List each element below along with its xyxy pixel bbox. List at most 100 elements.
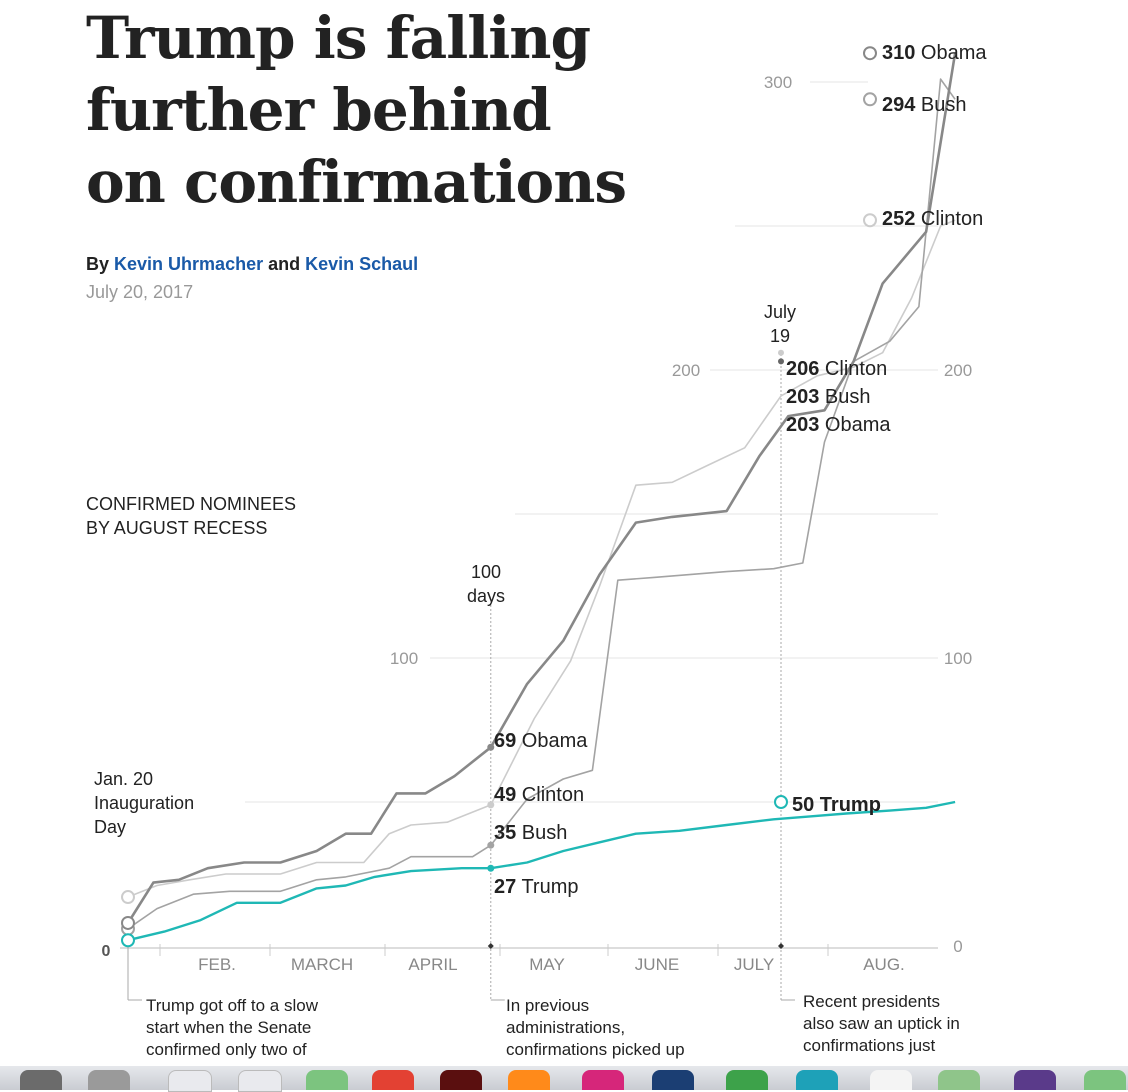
value-label-end-bush: 294 Bush bbox=[882, 94, 967, 116]
headline: Trump is falling further behind on confi… bbox=[86, 4, 627, 216]
point-july-19-obama bbox=[778, 358, 784, 365]
end-point-trump bbox=[774, 795, 788, 809]
annotation-line: also saw an uptick in bbox=[803, 1014, 960, 1033]
excel-app-icon[interactable] bbox=[726, 1070, 768, 1090]
byline-prefix: By bbox=[86, 254, 110, 274]
value-label-100-days-clinton: 49 Clinton bbox=[494, 784, 584, 806]
point-100-days-trump bbox=[487, 864, 495, 872]
byline: By Kevin Uhrmacher and Kevin Schaul bbox=[86, 254, 418, 275]
maps-app-icon[interactable] bbox=[938, 1070, 980, 1090]
series-line-obama bbox=[126, 52, 957, 924]
value-label-name: Trump bbox=[516, 876, 578, 898]
annotation-recent-presidents: Recent presidents also saw an uptick in … bbox=[803, 991, 960, 1057]
chart-title-line: BY AUGUST RECESS bbox=[86, 518, 268, 538]
annotation-line: Trump got off to a slow bbox=[146, 996, 318, 1015]
annotation-line: confirmed only two of bbox=[146, 1040, 307, 1059]
value-label-number: 203 bbox=[786, 386, 819, 408]
value-label-end-clinton: 252 Clinton bbox=[882, 208, 983, 230]
value-label-name: Bush bbox=[819, 386, 870, 408]
series-line-trump bbox=[127, 800, 956, 942]
x-tick-label: AUG. bbox=[863, 955, 905, 974]
publish-date: July 20, 2017 bbox=[86, 282, 194, 302]
author-link-schaul[interactable]: Kevin Schaul bbox=[305, 254, 419, 274]
point-100-days-bush bbox=[487, 841, 495, 849]
marker-label: 100 bbox=[471, 562, 501, 582]
chart-title: CONFIRMED NOMINEES BY AUGUST RECESS bbox=[86, 492, 296, 540]
value-label-july-19-obama: 203 Obama bbox=[786, 414, 891, 436]
series-line-clinton bbox=[127, 219, 956, 898]
y-tick-label-left: 200 bbox=[672, 361, 700, 380]
tweetdeck-app-icon[interactable] bbox=[796, 1070, 838, 1090]
y-tick-label-left: 300 bbox=[764, 73, 792, 92]
value-label-100-days-obama: 69 Obama bbox=[494, 730, 588, 752]
value-label-name: Clinton bbox=[915, 208, 983, 230]
annotation-previous-administrations: In previous administrations, confirmatio… bbox=[506, 995, 685, 1061]
leaf-app-icon[interactable] bbox=[306, 1070, 348, 1090]
point-100-days-clinton bbox=[487, 801, 495, 809]
x-tick-label: MAY bbox=[529, 955, 565, 974]
value-label-number: 310 bbox=[882, 42, 915, 64]
x-tick-label: MARCH bbox=[291, 955, 353, 974]
annotation-line: confirmations just bbox=[803, 1036, 936, 1055]
point-100-days-obama bbox=[487, 743, 495, 751]
value-label-name: Obama bbox=[915, 42, 987, 64]
value-label-number: 252 bbox=[882, 208, 915, 230]
y-tick-label-right: 0 bbox=[953, 937, 962, 956]
value-label-100-days-trump: 27 Trump bbox=[494, 876, 579, 898]
author-link-uhrmacher[interactable]: Kevin Uhrmacher bbox=[114, 254, 264, 274]
marker-label: days bbox=[467, 586, 505, 606]
byline-and: and bbox=[268, 254, 301, 274]
annotation-line: confirmations picked up bbox=[506, 1040, 685, 1059]
x-tick-label: FEB. bbox=[198, 955, 236, 974]
indesign-app-icon[interactable] bbox=[582, 1070, 624, 1090]
x-tick-label: JUNE bbox=[635, 955, 679, 974]
confirmations-line-chart: 100 200 300 0 0 100 200 FEB. MARCH APRIL MAY JUNE JU… bbox=[94, 42, 987, 1001]
x-tick-label: JULY bbox=[734, 955, 774, 974]
marker-label: Jan. 20 bbox=[94, 769, 153, 789]
start-point-obama bbox=[121, 915, 135, 930]
value-label-number: 27 bbox=[494, 876, 516, 898]
y-tick-label-left: 0 bbox=[102, 943, 111, 960]
end-point-bush bbox=[863, 92, 877, 107]
end-point-clinton bbox=[863, 213, 877, 228]
value-label-july-19-clinton: 206 Clinton bbox=[786, 358, 887, 380]
calculator-app-icon[interactable] bbox=[88, 1070, 130, 1090]
july-19-diamond bbox=[778, 943, 784, 949]
value-label-number: 35 bbox=[494, 822, 516, 844]
value-label-trump-latest: 50 Trump bbox=[792, 794, 881, 816]
value-label-name: Bush bbox=[516, 822, 567, 844]
value-label-number: 206 bbox=[786, 358, 819, 380]
photoshop-app-icon[interactable] bbox=[652, 1070, 694, 1090]
calendar-app-icon[interactable] bbox=[870, 1070, 912, 1090]
annotation-line: In previous bbox=[506, 996, 590, 1015]
sublime-app-icon[interactable] bbox=[20, 1070, 62, 1090]
annotation-trump-start: Trump got off to a slow start when the S… bbox=[146, 995, 318, 1061]
acrobat-app-icon[interactable] bbox=[440, 1070, 482, 1090]
annotation-line: Recent presidents bbox=[803, 992, 941, 1011]
search-app-icon[interactable] bbox=[238, 1070, 282, 1092]
chrome-app-icon[interactable] bbox=[372, 1070, 414, 1090]
start-point-trump bbox=[121, 933, 135, 948]
search-app-icon[interactable] bbox=[168, 1070, 212, 1092]
value-label-name: Obama bbox=[819, 414, 891, 436]
leaf-app-icon[interactable] bbox=[1084, 1070, 1126, 1090]
start-point-clinton bbox=[121, 890, 135, 905]
illustrator-app-icon[interactable] bbox=[508, 1070, 550, 1090]
marker-label: Inauguration bbox=[94, 793, 194, 813]
value-label-number: 294 bbox=[882, 94, 916, 116]
value-label-name: Clinton bbox=[516, 784, 584, 806]
y-tick-label-left: 100 bbox=[390, 649, 418, 668]
end-point-obama bbox=[863, 46, 877, 61]
chart-title-line: CONFIRMED NOMINEES bbox=[86, 494, 297, 514]
point-july-19-clinton bbox=[778, 349, 784, 356]
value-label-july-19-bush: 203 Bush bbox=[786, 386, 871, 408]
cat-app-icon[interactable] bbox=[1014, 1070, 1056, 1090]
value-label-number: 203 bbox=[786, 414, 819, 436]
annotation-line: start when the Senate bbox=[146, 1018, 312, 1037]
y-tick-label-right: 200 bbox=[944, 361, 972, 380]
value-label-name: Clinton bbox=[819, 358, 887, 380]
value-label-name: Obama bbox=[516, 730, 588, 752]
value-label-name: Bush bbox=[915, 94, 966, 116]
marker-label: 19 bbox=[770, 326, 790, 346]
x-tick-label: APRIL bbox=[408, 955, 457, 974]
